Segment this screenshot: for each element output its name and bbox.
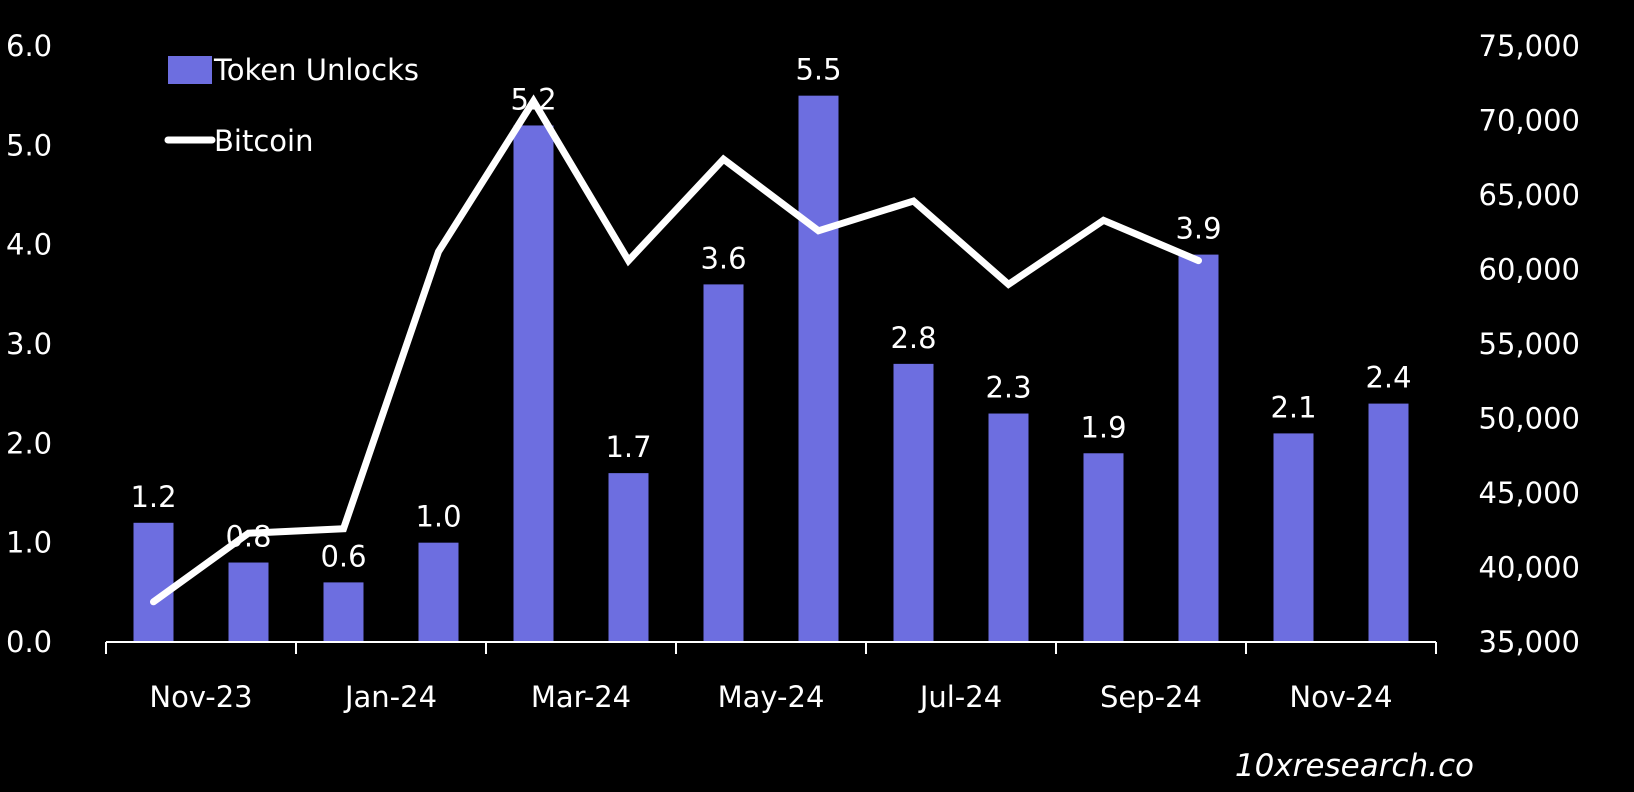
x-tick-label: May-24 <box>718 680 825 714</box>
data-label-May-24: 3.6 <box>700 241 746 275</box>
bar-Aug-24 <box>988 413 1029 642</box>
bars-layer <box>133 95 1409 642</box>
bar-Mar-24 <box>513 125 554 642</box>
data-label-Jan-24: 0.6 <box>320 539 366 573</box>
x-tick-label: Jan-24 <box>343 680 437 714</box>
y-right-tick-label: 65,000 <box>1479 178 1580 212</box>
y-right-tick-label: 40,000 <box>1479 551 1580 585</box>
y-right-tick-label: 70,000 <box>1479 104 1580 138</box>
x-tick-label: Nov-23 <box>149 680 252 714</box>
bar-May-24 <box>703 284 744 642</box>
data-label-Aug-24: 2.3 <box>985 371 1031 405</box>
data-label-Nov-23: 1.2 <box>130 480 176 514</box>
data-label-Nov-24: 2.1 <box>1270 390 1316 424</box>
x-tick-label: Mar-24 <box>531 680 631 714</box>
bar-Dec-24 <box>1368 403 1409 642</box>
y-left-tick-label: 5.0 <box>6 128 52 162</box>
data-label-Feb-24: 1.0 <box>415 500 461 534</box>
legend-label-bitcoin: Bitcoin <box>214 124 313 158</box>
y-left-tick-label: 6.0 <box>6 29 52 63</box>
bar-Oct-24 <box>1178 254 1219 642</box>
data-label-Oct-24: 3.9 <box>1175 212 1221 246</box>
bitcoin-line-layer <box>150 94 1202 606</box>
y-right-tick-label: 60,000 <box>1479 253 1580 287</box>
legend-label-token-unlocks: Token Unlocks <box>213 53 419 87</box>
legend-swatch-token-unlocks <box>168 56 212 84</box>
bar-labels-layer: 1.20.80.61.05.21.73.65.52.82.31.93.92.12… <box>130 53 1411 574</box>
data-label-Dec-24: 2.4 <box>1365 361 1411 395</box>
y-left-tick-label: 4.0 <box>6 228 52 262</box>
bar-Jun-24 <box>798 95 839 642</box>
y-right-tick-label: 45,000 <box>1479 476 1580 510</box>
y-right-tick-label: 75,000 <box>1479 29 1580 63</box>
bitcoin-line <box>150 94 1202 606</box>
y-left-tick-label: 0.0 <box>6 625 52 659</box>
bar-Dec-23 <box>228 562 269 642</box>
data-label-Apr-24: 1.7 <box>605 430 651 464</box>
bar-Feb-24 <box>418 542 459 642</box>
y-right-tick-label: 35,000 <box>1479 625 1580 659</box>
bar-Nov-24 <box>1273 433 1314 642</box>
y-right-tick-label: 55,000 <box>1479 327 1580 361</box>
bar-Apr-24 <box>608 473 649 642</box>
watermark: 10xresearch.co <box>1234 748 1474 784</box>
bar-Sep-24 <box>1083 453 1124 642</box>
y-left-tick-label: 1.0 <box>6 526 52 560</box>
axes-layer: Nov-23 Jan-24 Mar-24 May-24 Jul-24 Sep-24 Nov-… <box>6 29 1580 714</box>
y-right-tick-label: 50,000 <box>1479 402 1580 436</box>
bar-Nov-23 <box>133 522 174 642</box>
data-label-Jul-24: 2.8 <box>890 321 936 355</box>
y-left-tick-label: 2.0 <box>6 426 52 460</box>
bar-Jul-24 <box>893 363 934 642</box>
legend: Token Unlocks Bitcoin <box>164 53 419 158</box>
y-left-tick-label: 3.0 <box>6 327 52 361</box>
x-tick-label: Jul-24 <box>918 680 1002 714</box>
data-label-Jun-24: 5.5 <box>795 53 841 87</box>
x-tick-label: Nov-24 <box>1289 680 1392 714</box>
bar-Jan-24 <box>323 582 364 642</box>
data-label-Sep-24: 1.9 <box>1080 410 1126 444</box>
x-tick-label: Sep-24 <box>1100 680 1202 714</box>
